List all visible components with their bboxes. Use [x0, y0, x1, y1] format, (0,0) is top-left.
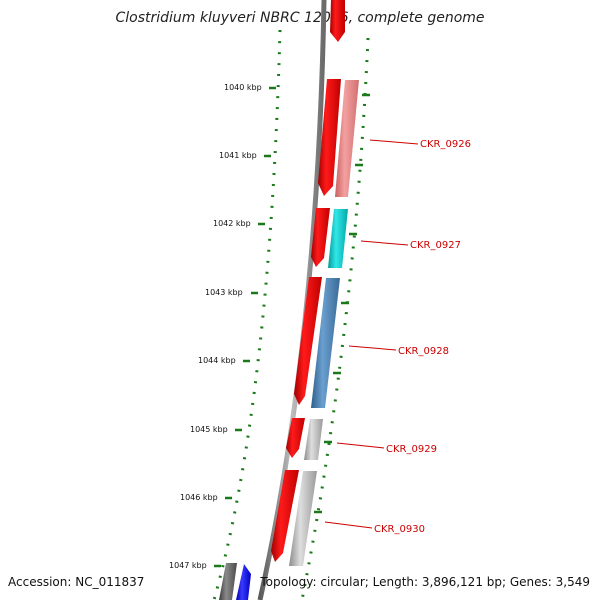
gene-arrow: [311, 208, 330, 267]
scale-ticks: [214, 86, 276, 568]
scale-label: 1040 kbp: [224, 83, 262, 92]
accession-text: Accession: NC_011837: [8, 575, 145, 589]
scale-label: 1045 kbp: [190, 425, 228, 434]
leader-line: [348, 345, 397, 351]
scale-labels: 1040 kbp 1041 kbp 1042 kbp 1043 kbp 1044…: [169, 83, 262, 570]
leader-line: [324, 521, 373, 529]
gene-label-ckr-0928: CKR_0928: [398, 346, 449, 357]
inner-ticks: [314, 93, 370, 514]
gene-bar: [335, 80, 359, 197]
gene-arrow: [271, 470, 299, 562]
leader-line: [369, 139, 419, 145]
gene-arrow: [286, 418, 305, 458]
gene-arrow: [236, 564, 251, 600]
scale-label: 1043 kbp: [205, 288, 243, 297]
gene-label-ckr-0927: CKR_0927: [410, 240, 461, 251]
gene-bar: [328, 209, 348, 268]
scale-label: 1042 kbp: [213, 219, 251, 228]
leader-line: [336, 442, 385, 449]
gene-bar: [289, 471, 317, 566]
map-title: Clostridium kluyveri NBRC 12016, complet…: [115, 10, 485, 26]
scale-label: 1047 kbp: [169, 561, 207, 570]
gene-arrow: [294, 277, 322, 405]
gene-bar: [311, 278, 340, 408]
gene-label-ckr-0929: CKR_0929: [386, 444, 437, 455]
leader-lines: [324, 139, 419, 529]
scale-label: 1046 kbp: [180, 493, 218, 502]
inner-dotted-track: [300, 37, 370, 600]
gene-label-ckr-0930: CKR_0930: [374, 524, 425, 535]
gene-arrow: [318, 79, 341, 196]
outer-dotted-track: [212, 29, 282, 600]
scale-label: 1041 kbp: [219, 151, 257, 160]
gene-labels: CKR_0926 CKR_0927 CKR_0928 CKR_0929 CKR_…: [374, 139, 471, 535]
genome-info-text: Topology: circular; Length: 3,896,121 bp…: [260, 575, 590, 589]
scale-label: 1044 kbp: [198, 356, 236, 365]
gene-arrow: [330, 0, 345, 42]
gene-label-ckr-0926: CKR_0926: [420, 139, 471, 150]
leader-line: [360, 240, 409, 246]
gene-bar: [304, 419, 323, 460]
gene-arrow: [219, 563, 237, 600]
